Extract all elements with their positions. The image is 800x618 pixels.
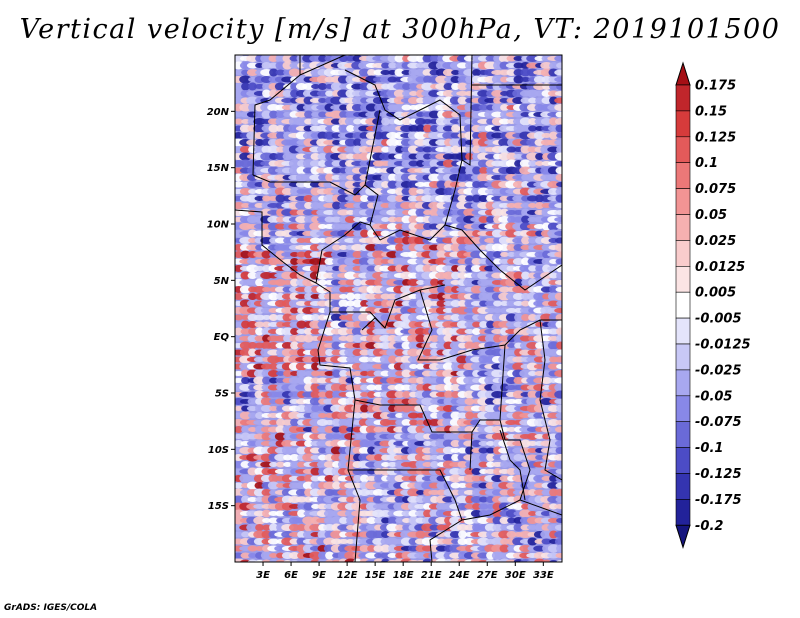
colorbar-segment — [675, 291, 691, 319]
lon-tick-label: 18E — [393, 570, 414, 581]
colorbar-bottom-arrow — [675, 524, 691, 549]
colorbar-label: -0.1 — [695, 441, 723, 456]
colorbar-segment — [675, 421, 691, 448]
colorbar-label: -0.05 — [695, 389, 732, 404]
border-line — [252, 174, 366, 196]
border-line — [317, 311, 356, 401]
border-line — [444, 159, 463, 226]
lon-tick-label: 27E — [477, 570, 498, 581]
colorbar-label: -0.005 — [695, 312, 742, 327]
border-line — [354, 399, 500, 433]
colorbar-label: 0.0125 — [695, 260, 745, 275]
colorbar-segment — [675, 265, 691, 293]
colorbar-label: -0.025 — [695, 363, 742, 378]
colorbar-label: -0.125 — [695, 467, 742, 482]
lat-tick-label: 10N — [207, 220, 230, 231]
colorbar: 0.175 0.15 0.125 0.1 0.075 0.05 0.025 0.0125 0.0… — [675, 61, 751, 549]
border-line — [315, 221, 371, 284]
lat-tick-label: 10S — [208, 445, 229, 456]
colorbar-label: 0.15 — [695, 104, 727, 119]
border-line — [469, 431, 473, 471]
lon-axis: 3E 6E 9E 12E 15E 18E 21E 24E 27E 30E 33E — [256, 562, 554, 581]
border-line — [364, 109, 381, 241]
lon-tick-label: 6E — [284, 570, 298, 581]
colorbar-segment — [675, 162, 691, 189]
colorbar-segment — [675, 240, 691, 267]
grads-credit: GrADS: IGES/COLA — [4, 603, 98, 613]
lon-tick-label: 24E — [449, 570, 470, 581]
lon-tick-label: 15E — [365, 570, 386, 581]
border-line — [539, 319, 562, 481]
lat-tick-label: 15S — [208, 501, 229, 512]
colorbar-segment — [675, 343, 691, 371]
colorbar-segment — [675, 499, 691, 526]
lat-tick-label: 5S — [215, 389, 229, 400]
colorbar-segment — [675, 188, 691, 215]
chart-title: Vertical velocity [m/s] at 300hPa, VT: 2… — [19, 14, 781, 45]
colorbar-segment — [675, 110, 691, 138]
border-line — [344, 55, 473, 166]
lon-tick-label: 9E — [312, 570, 326, 581]
border-line — [499, 429, 526, 501]
colorbar-segment — [675, 136, 691, 164]
lon-tick-label: 3E — [256, 570, 270, 581]
colorbar-segment — [675, 317, 691, 345]
colorbar-label: 0.1 — [695, 156, 718, 171]
lat-tick-label: 15N — [207, 163, 230, 174]
colorbar-label: 0.075 — [695, 182, 736, 197]
colorbar-segment — [675, 473, 691, 500]
lat-tick-label: 5N — [214, 276, 230, 287]
border-line — [417, 289, 562, 361]
lon-tick-label: 12E — [337, 570, 358, 581]
colorbar-label: -0.175 — [695, 493, 742, 508]
colorbar-label: 0.025 — [695, 234, 736, 249]
colorbar-segment — [675, 447, 691, 474]
border-line — [361, 317, 386, 331]
lat-tick-label: EQ — [214, 332, 230, 343]
colorbar-segment — [675, 369, 691, 397]
lon-tick-label: 33E — [533, 570, 554, 581]
lat-tick-label: 20N — [207, 107, 230, 118]
country-borders — [235, 55, 562, 562]
colorbar-label: 0.175 — [695, 79, 736, 94]
colorbar-label: 0.125 — [695, 130, 736, 145]
border-line — [348, 469, 463, 562]
lat-axis: 20N 15N 10N 5N EQ 5S 10S 15S — [207, 107, 235, 512]
colorbar-label: 0.05 — [695, 208, 727, 223]
colorbar-label: -0.075 — [695, 415, 742, 430]
colorbar-label: -0.0125 — [695, 338, 751, 353]
colorbar-segment — [675, 84, 691, 112]
border-line — [252, 55, 301, 176]
colorbar-segment — [675, 395, 691, 422]
colorbar-top-arrow — [675, 61, 691, 86]
lon-tick-label: 30E — [505, 570, 526, 581]
velocity-field — [235, 55, 562, 562]
border-line — [235, 209, 317, 284]
lon-tick-label: 21E — [421, 570, 442, 581]
colorbar-label: -0.2 — [695, 519, 723, 534]
border-line — [299, 55, 346, 76]
border-line — [379, 224, 562, 291]
map-frame — [234, 54, 563, 563]
colorbar-label: 0.005 — [695, 286, 736, 301]
colorbar-segment — [675, 214, 691, 241]
border-line — [347, 399, 361, 562]
border-line — [461, 499, 521, 521]
